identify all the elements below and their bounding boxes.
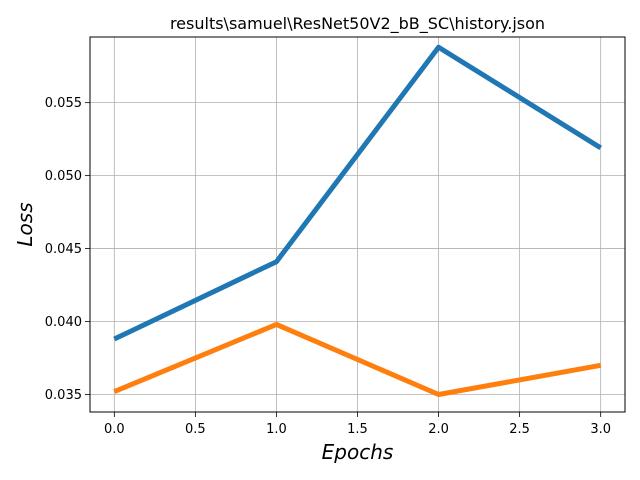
y-tick-label: 0.055 — [45, 96, 82, 111]
y-tick-label: 0.045 — [45, 242, 82, 257]
chart-title: results\samuel\ResNet50V2_bB_SC\history.… — [170, 14, 545, 34]
x-axis: 0.0 0.5 1.0 1.5 2.0 2.5 3.0 — [104, 412, 611, 437]
x-tick-label: 0.5 — [185, 422, 206, 437]
y-tick-label: 0.040 — [45, 315, 82, 330]
y-axis-label: Loss — [13, 202, 37, 246]
series-layer — [113, 44, 602, 397]
x-axis-label: Epochs — [322, 440, 394, 464]
x-tick-label: 1.5 — [347, 422, 368, 437]
x-tick-label: 2.0 — [428, 422, 449, 437]
x-tick-label: 1.0 — [266, 422, 287, 437]
series-line-2 — [113, 321, 602, 397]
series-line-1 — [113, 44, 602, 342]
y-tick-label: 0.050 — [45, 169, 82, 184]
y-tick-label: 0.035 — [45, 388, 82, 403]
x-tick-label: 3.0 — [590, 422, 611, 437]
x-tick-label: 2.5 — [509, 422, 530, 437]
y-axis: 0.035 0.040 0.045 0.050 0.055 — [45, 96, 90, 403]
x-tick-label: 0.0 — [104, 422, 125, 437]
